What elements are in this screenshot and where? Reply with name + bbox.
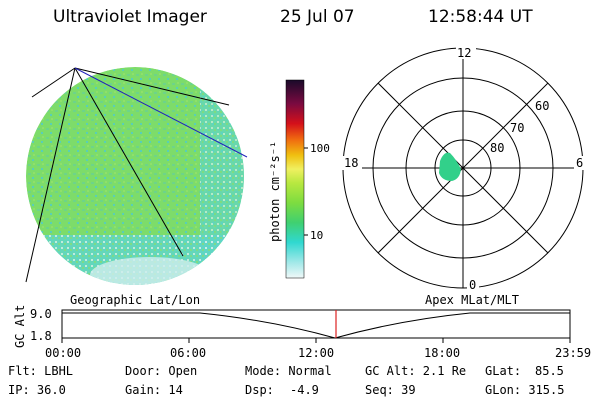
geo-line: [74, 67, 230, 106]
seq-status: Seq: 39: [365, 383, 416, 397]
orbit-altitude-plot[interactable]: GC Alt 9.0 1.8: [0, 300, 600, 360]
dsp-label: Dsp:: [245, 383, 274, 397]
filter-status: Flt: LBHL: [8, 364, 74, 378]
date-label: 25 Jul 07: [280, 7, 355, 27]
orbit-axis-label: GC Alt: [13, 305, 27, 348]
mlt-label-18: 18: [344, 156, 358, 170]
dsp-value: -4.9: [290, 383, 319, 397]
label-bg: [342, 156, 362, 170]
time-tick-label: 18:00: [424, 346, 461, 360]
time-tick-label: 00:00: [45, 346, 82, 360]
geo-line: [25, 67, 76, 283]
dayglow-patch: [439, 152, 461, 181]
colorbar-tick-100: 100: [310, 142, 330, 155]
glat-label: GLat:: [485, 364, 522, 378]
gain-status: Gain: 14: [125, 383, 183, 397]
orbit-tick-9: 9.0: [30, 307, 52, 321]
orbit-altitude-curve: [62, 312, 570, 339]
geo-line: [31, 67, 76, 98]
polar-mlt-plot[interactable]: 12 18 6 0 60 70 80: [340, 45, 600, 295]
label-bg: [467, 277, 479, 291]
apex-line: [74, 67, 248, 158]
colorbar-tick-10: 10: [310, 229, 323, 242]
mlt-label-0: 0: [469, 278, 476, 292]
glat-value: 85.5: [535, 364, 564, 378]
geo-lat-lon-title: Geographic Lat/Lon: [70, 293, 201, 307]
lat-label-70: 70: [510, 121, 524, 135]
instrument-title: Ultraviolet Imager: [53, 7, 207, 27]
mlt-label-6: 6: [576, 156, 583, 170]
apex-mlat-mlt-title: Apex MLat/MLT: [425, 293, 519, 307]
label-bg: [574, 156, 586, 170]
earth-disk-image[interactable]: [0, 0, 260, 300]
geo-line: [74, 67, 184, 257]
gc-alt-status: GC Alt: 2.1 Re: [365, 364, 467, 378]
disk-bright-edge: [90, 257, 210, 285]
time-tick-label: 06:00: [170, 346, 207, 360]
mode-status: Mode: Normal: [245, 364, 332, 378]
colorbar-gradient: [285, 79, 305, 279]
orbit-frame: [61, 309, 571, 339]
door-status: Door: Open: [125, 364, 198, 378]
disk-right-limb: [200, 67, 244, 285]
time-tick-label: 12:00: [298, 346, 335, 360]
ip-status: IP: 36.0: [8, 383, 66, 397]
time-tick-label: 23:59: [555, 346, 592, 360]
label-bg: [456, 45, 476, 59]
glon-status: GLon: 315.5: [485, 383, 565, 397]
time-label: 12:58:44 UT: [428, 7, 533, 27]
colorbar: 100 10 photon cm⁻²s⁻¹: [268, 79, 330, 279]
polar-diagonal: [377, 82, 549, 254]
mlt-label-12: 12: [457, 46, 471, 60]
disk-background: [26, 67, 244, 285]
colorbar-unit-label: photon cm⁻²s⁻¹: [268, 141, 282, 242]
lat-label-60: 60: [535, 99, 549, 113]
orbit-tick-1-8: 1.8: [30, 329, 52, 343]
lat-label-80: 80: [490, 141, 504, 155]
